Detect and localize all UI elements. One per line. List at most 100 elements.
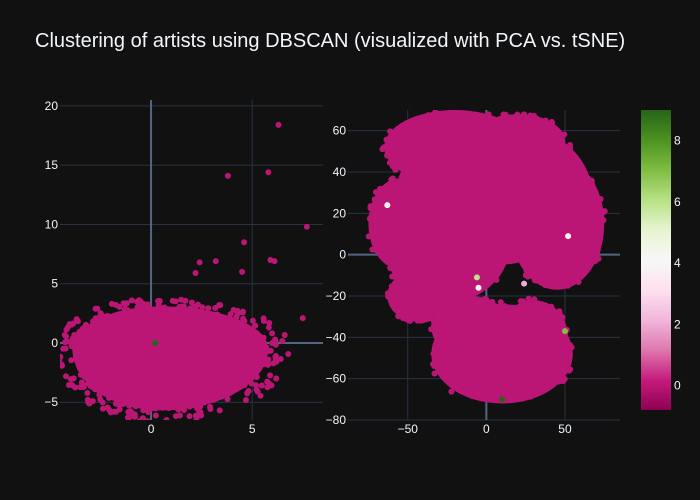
tsne-point xyxy=(428,210,435,217)
pca-point xyxy=(172,298,179,305)
tsne-cluster-mass xyxy=(431,296,510,358)
tsne-point xyxy=(480,154,487,161)
tsne-point xyxy=(585,188,592,195)
chart-title: Clustering of artists using DBSCAN (visu… xyxy=(35,30,626,52)
tsne-point xyxy=(434,306,441,313)
pca-point xyxy=(238,320,245,327)
pca-point xyxy=(230,307,237,314)
pca-point xyxy=(279,337,286,344)
tsne-point xyxy=(431,370,438,377)
tsne-point xyxy=(391,268,398,275)
pca-point xyxy=(175,406,182,413)
pca-point xyxy=(167,306,174,313)
tsne-point xyxy=(502,216,509,223)
pca-point xyxy=(133,310,140,317)
tsne-point xyxy=(582,218,589,225)
pca-point xyxy=(198,412,205,419)
pca-point xyxy=(84,389,91,396)
tsne-point xyxy=(429,243,436,250)
pca-point xyxy=(91,386,98,393)
tsne-point xyxy=(427,219,434,226)
pca-point xyxy=(146,306,153,313)
pca-point xyxy=(224,172,231,179)
tsne-point xyxy=(576,228,583,235)
pca-point xyxy=(157,399,164,406)
pca-point xyxy=(186,413,193,420)
tsne-point xyxy=(441,247,448,254)
pca-point xyxy=(128,297,135,304)
tsne-point xyxy=(521,111,528,118)
tsne-point xyxy=(436,362,443,369)
tsne-point xyxy=(519,367,526,374)
tsne-point xyxy=(516,141,523,148)
pca-point xyxy=(248,366,255,373)
pca-point xyxy=(253,386,260,393)
pca-point xyxy=(212,304,219,311)
pca-point xyxy=(63,338,70,345)
pca-point xyxy=(144,418,151,420)
pca-point xyxy=(260,315,267,322)
pca-point xyxy=(182,297,189,304)
pca-point xyxy=(106,313,113,320)
tsne-point xyxy=(498,160,505,167)
tsne-point xyxy=(500,236,507,243)
tsne-point xyxy=(439,131,446,138)
pca-point xyxy=(277,355,284,362)
pca-point xyxy=(90,371,97,378)
tsne-point xyxy=(509,201,516,208)
tsne-point xyxy=(403,208,410,215)
pca-point xyxy=(242,396,249,403)
tsne-point xyxy=(474,352,481,359)
pca-point xyxy=(86,333,93,340)
pca-point xyxy=(176,303,183,310)
pca-point xyxy=(191,399,198,406)
tsne-point xyxy=(430,350,437,357)
tsne-point xyxy=(497,261,504,268)
pca-point xyxy=(257,392,264,399)
tsne-point xyxy=(485,349,492,356)
pca-point xyxy=(136,297,143,304)
tsne-point xyxy=(564,144,571,151)
tsne-point xyxy=(407,317,414,324)
pca-point xyxy=(180,303,187,310)
tsne-y-tick-label: −60 xyxy=(326,372,347,386)
tsne-point xyxy=(439,295,446,302)
colorbar-tick-label: 8 xyxy=(674,134,681,148)
tsne-point xyxy=(564,282,571,289)
tsne-point xyxy=(474,257,481,264)
tsne-y-tick-label: −40 xyxy=(326,330,347,344)
pca-point xyxy=(194,301,201,308)
tsne-cluster-points xyxy=(365,110,608,404)
tsne-point xyxy=(421,147,428,154)
tsne-point xyxy=(394,205,401,212)
tsne-point xyxy=(387,264,394,271)
tsne-point xyxy=(542,281,549,288)
tsne-point xyxy=(509,228,516,235)
pca-y-tick-label: −5 xyxy=(44,395,58,409)
tsne-point xyxy=(561,240,568,247)
pca-point xyxy=(229,319,236,326)
tsne-point xyxy=(433,298,440,305)
pca-point xyxy=(134,304,141,311)
pca-point xyxy=(269,330,276,337)
pca-point xyxy=(272,336,279,343)
tsne-x-tick-label: −50 xyxy=(398,422,419,436)
tsne-y-tick-label: 40 xyxy=(333,165,347,179)
pca-y-tick-label: 5 xyxy=(51,277,58,291)
pca-point xyxy=(181,406,188,413)
tsne-point xyxy=(546,380,553,387)
tsne-point xyxy=(388,283,395,290)
pca-point xyxy=(240,328,247,335)
tsne-point xyxy=(576,212,583,219)
tsne-point xyxy=(522,272,529,279)
tsne-point xyxy=(472,145,479,152)
tsne-point xyxy=(427,232,434,239)
pca-point xyxy=(267,372,274,379)
pca-y-tick-label: 0 xyxy=(51,336,58,350)
pca-point xyxy=(260,361,267,368)
tsne-point xyxy=(483,113,490,120)
pca-point xyxy=(212,258,219,265)
tsne-point xyxy=(520,138,527,145)
